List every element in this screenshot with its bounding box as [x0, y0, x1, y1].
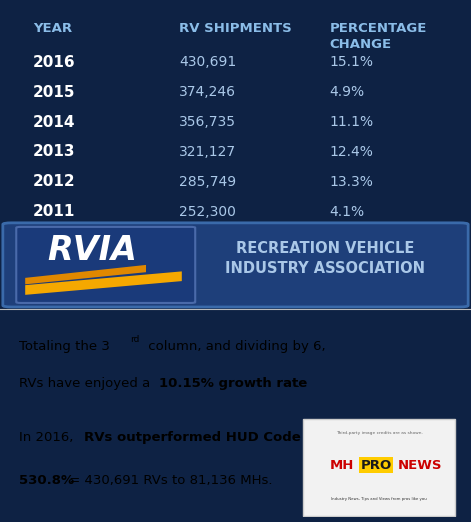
Text: RVs outperformed HUD Code MH by: RVs outperformed HUD Code MH by	[84, 431, 352, 444]
Polygon shape	[25, 271, 182, 295]
Text: PERCENTAGE
CHANGE: PERCENTAGE CHANGE	[330, 22, 427, 51]
Text: Totaling the 3: Totaling the 3	[19, 340, 110, 353]
FancyBboxPatch shape	[3, 223, 468, 307]
FancyBboxPatch shape	[16, 227, 195, 303]
Text: 374,246: 374,246	[179, 85, 236, 99]
Text: 12.4%: 12.4%	[330, 145, 374, 159]
Text: 2012: 2012	[33, 174, 75, 189]
Text: RVs have enjoyed a: RVs have enjoyed a	[19, 377, 154, 390]
Text: 4.9%: 4.9%	[330, 85, 365, 99]
Text: 2015: 2015	[33, 85, 75, 100]
Text: .: .	[296, 377, 300, 390]
Text: In 2016,: In 2016,	[19, 431, 77, 444]
Text: 15.1%: 15.1%	[330, 55, 374, 69]
Text: 530.8%: 530.8%	[19, 474, 74, 488]
Text: MH: MH	[329, 459, 354, 472]
Text: 285,749: 285,749	[179, 175, 236, 189]
Text: Industry News, Tips and Views from pros like you: Industry News, Tips and Views from pros …	[331, 497, 427, 501]
Text: 252,300: 252,300	[179, 205, 236, 219]
FancyBboxPatch shape	[303, 419, 455, 516]
Text: NEWS: NEWS	[398, 459, 442, 472]
Text: YEAR: YEAR	[33, 22, 72, 35]
Text: 2014: 2014	[33, 114, 75, 129]
Text: 13.3%: 13.3%	[330, 175, 374, 189]
Text: 321,127: 321,127	[179, 145, 236, 159]
Text: PRO: PRO	[360, 459, 392, 472]
Text: rd: rd	[130, 335, 139, 343]
Text: 2011: 2011	[33, 205, 75, 219]
Text: 11.1%: 11.1%	[330, 115, 374, 129]
Text: RV SHIPMENTS: RV SHIPMENTS	[179, 22, 292, 35]
Text: 10.15% growth rate: 10.15% growth rate	[159, 377, 308, 390]
Text: 4.1%: 4.1%	[330, 205, 365, 219]
Text: RVIA: RVIA	[48, 234, 138, 267]
Text: 2013: 2013	[33, 145, 75, 159]
Text: 356,735: 356,735	[179, 115, 236, 129]
Polygon shape	[25, 265, 146, 284]
Text: 430,691: 430,691	[179, 55, 236, 69]
Text: column, and dividing by 6,: column, and dividing by 6,	[144, 340, 325, 353]
Text: Third-party image credits are as shown.: Third-party image credits are as shown.	[336, 432, 422, 435]
Text: = 430,691 RVs to 81,136 MHs.: = 430,691 RVs to 81,136 MHs.	[65, 474, 272, 488]
Text: 2016: 2016	[33, 55, 75, 69]
Text: RECREATION VEHICLE
INDUSTRY ASSOCIATION: RECREATION VEHICLE INDUSTRY ASSOCIATION	[225, 241, 425, 276]
